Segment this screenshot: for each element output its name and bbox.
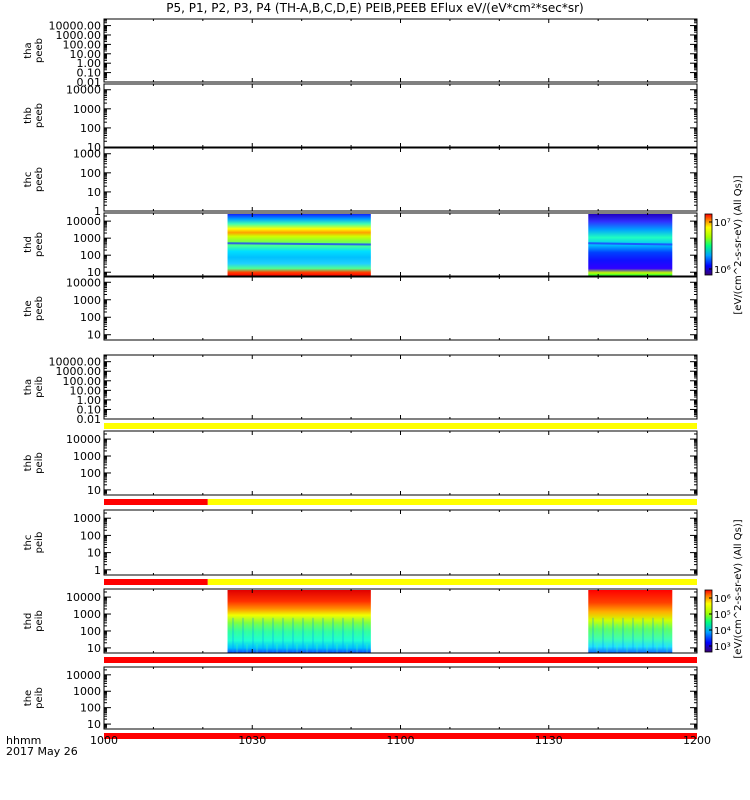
x-tick-label: 1100 xyxy=(387,734,415,747)
y-tick-label: 1000 xyxy=(73,685,101,698)
status-bar xyxy=(104,423,697,429)
y-tick-label: 100.00 xyxy=(63,38,102,51)
y-tick-label: 1.00 xyxy=(77,57,102,70)
x-tick-label: 1000 xyxy=(90,734,118,747)
y-tick-label: 10000 xyxy=(66,215,101,228)
status-bar xyxy=(104,499,208,505)
colorbar-label: [eV/(cm^2-s-sr-eV) (All Qs)] xyxy=(733,175,744,314)
y-tick-label: 1000 xyxy=(73,103,101,116)
y-tick-label: 100 xyxy=(80,467,101,480)
panel-frame xyxy=(103,147,698,212)
panel-label: thbpeib xyxy=(23,452,45,474)
panel-label: thapeeb xyxy=(23,38,45,63)
y-tick-label: 0.01 xyxy=(77,76,102,89)
x-tick-label: 1030 xyxy=(238,734,266,747)
y-tick-label: 1000.00 xyxy=(56,29,102,42)
y-tick-label: 1000 xyxy=(73,294,101,307)
status-bar xyxy=(104,733,697,739)
panel-label: thdpeeb xyxy=(23,232,45,257)
y-tick-label: 10 xyxy=(87,186,101,199)
y-tick-label: 100.00 xyxy=(63,375,102,388)
panel-frame xyxy=(103,666,698,730)
panel-frame xyxy=(103,83,698,148)
status-bar xyxy=(104,579,208,585)
x-axis-label: hhmm xyxy=(6,734,41,747)
y-tick-label: 0.10 xyxy=(77,67,102,80)
y-tick-label: 1000 xyxy=(73,512,101,525)
panel-frame xyxy=(103,354,698,420)
y-tick-label: 10000 xyxy=(66,591,101,604)
colorbar-tick-label: 10⁶ xyxy=(714,594,731,605)
y-tick-label: 10000.00 xyxy=(49,356,102,369)
y-tick-label: 10000 xyxy=(66,276,101,289)
colorbar xyxy=(704,589,713,653)
y-tick-label: 100 xyxy=(80,311,101,324)
panel-label: thepeeb xyxy=(23,296,45,321)
y-tick-label: 1000 xyxy=(73,450,101,463)
x-tick-label: 1130 xyxy=(535,734,563,747)
y-tick-label: 10 xyxy=(87,718,101,731)
colorbar-label: [eV/(cm^2-s-sr-eV) (All Qs)] xyxy=(733,519,744,658)
panel-label: thdpeib xyxy=(23,610,45,632)
y-tick-label: 10 xyxy=(87,642,101,655)
x-axis-date: 2017 May 26 xyxy=(6,745,78,758)
y-tick-label: 10 xyxy=(87,484,101,497)
spectrogram-band xyxy=(227,242,371,246)
y-tick-label: 100 xyxy=(80,702,101,715)
colorbar-tick-label: 10⁵ xyxy=(714,610,731,621)
y-tick-label: 10000 xyxy=(66,433,101,446)
panel-frame xyxy=(103,509,698,576)
y-tick-label: 10 xyxy=(87,329,101,342)
y-tick-label: 10 xyxy=(87,266,101,279)
status-bar xyxy=(207,579,697,585)
y-tick-label: 10000 xyxy=(66,84,101,97)
y-tick-label: 10000.00 xyxy=(49,20,102,33)
colorbar-tick-label: 10⁴ xyxy=(714,626,731,637)
panel-frame xyxy=(103,276,698,341)
x-tick-label: 1200 xyxy=(683,734,711,747)
colorbar xyxy=(704,213,713,276)
colorbar-tick-label: 10⁶ xyxy=(714,265,731,276)
y-tick-label: 100 xyxy=(80,625,101,638)
panel-label: thcpeeb xyxy=(23,167,45,192)
y-tick-label: 1000 xyxy=(73,232,101,245)
y-tick-label: 10000 xyxy=(66,669,101,682)
y-tick-label: 1000 xyxy=(73,608,101,621)
y-tick-label: 0.10 xyxy=(77,403,102,416)
plot-title: P5, P1, P2, P3, P4 (TH-A,B,C,D,E) PEIB,P… xyxy=(166,1,584,15)
spectrogram-band xyxy=(588,242,673,246)
y-tick-label: 0.01 xyxy=(77,413,102,426)
y-tick-label: 100 xyxy=(80,529,101,542)
colorbar-tick-label: 10³ xyxy=(714,642,731,653)
y-tick-label: 100 xyxy=(80,249,101,262)
y-tick-label: 1000 xyxy=(73,148,101,161)
y-tick-label: 1 xyxy=(94,205,101,218)
colorbar-tick-label: 10⁷ xyxy=(714,218,731,229)
y-tick-label: 1000.00 xyxy=(56,365,102,378)
y-tick-label: 1.00 xyxy=(77,394,102,407)
y-tick-label: 10.00 xyxy=(70,48,102,61)
y-tick-label: 100 xyxy=(80,167,101,180)
y-tick-label: 10 xyxy=(87,547,101,560)
panel-label: thbpeeb xyxy=(23,103,45,128)
y-tick-label: 10.00 xyxy=(70,384,102,397)
y-tick-label: 10 xyxy=(87,141,101,154)
status-bar xyxy=(207,499,697,505)
spectrogram-texture xyxy=(588,617,673,653)
panel-label: thepeib xyxy=(23,687,45,709)
panel-frame xyxy=(103,430,698,496)
spectrogram-texture xyxy=(227,617,371,653)
y-tick-label: 100 xyxy=(80,122,101,135)
panel-frame xyxy=(103,18,698,83)
panel-label: thapeib xyxy=(23,376,45,398)
panel-label: thcpeib xyxy=(23,532,45,554)
y-tick-label: 1 xyxy=(94,564,101,577)
status-bar xyxy=(104,657,697,663)
